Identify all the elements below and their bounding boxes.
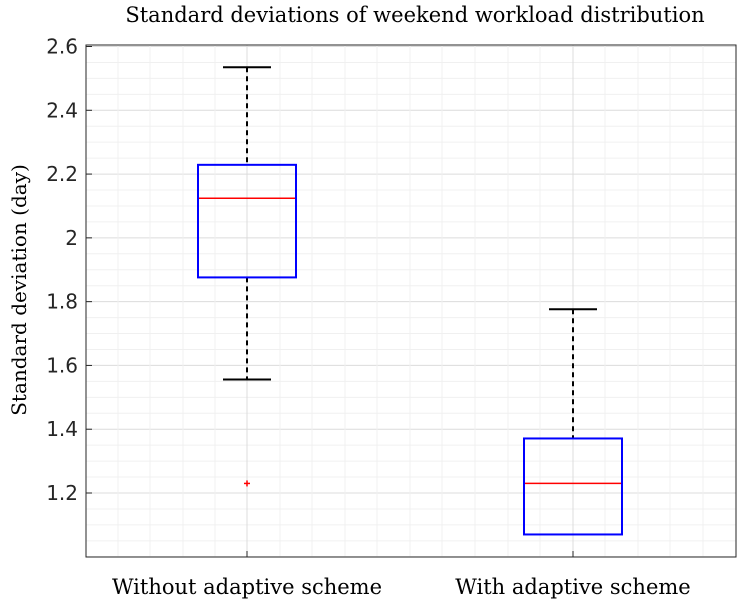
y-tick-label: 2.6 bbox=[46, 35, 78, 59]
y-axis-ticks: 1.2 1.4 1.6 1.8 2 2.2 2.4 2.6 bbox=[46, 35, 92, 505]
x-tick-label: With adaptive scheme bbox=[455, 575, 690, 599]
y-axis-label: Standard deviation (day) bbox=[7, 164, 31, 416]
y-tick-label: 1.2 bbox=[46, 481, 78, 505]
boxes bbox=[197, 66, 623, 536]
x-tick-label: Without adaptive scheme bbox=[112, 575, 382, 599]
y-tick-label: 2.4 bbox=[46, 98, 78, 122]
y-tick-label: 1.6 bbox=[46, 353, 78, 377]
plot-area-frame bbox=[85, 44, 737, 558]
box-group bbox=[197, 66, 297, 487]
y-tick-label: 1.4 bbox=[46, 417, 78, 441]
x-axis-category-labels: Without adaptive scheme With adaptive sch… bbox=[112, 551, 691, 599]
y-tick-label: 2 bbox=[65, 226, 78, 250]
y-tick-label: 2.2 bbox=[46, 162, 78, 186]
grid bbox=[86, 45, 736, 558]
box-iqr bbox=[197, 163, 297, 279]
y-tick-label: 1.8 bbox=[46, 290, 78, 314]
chart-title: Standard deviations of weekend workload … bbox=[125, 3, 704, 27]
box-iqr bbox=[523, 437, 623, 536]
box-group bbox=[523, 308, 623, 536]
